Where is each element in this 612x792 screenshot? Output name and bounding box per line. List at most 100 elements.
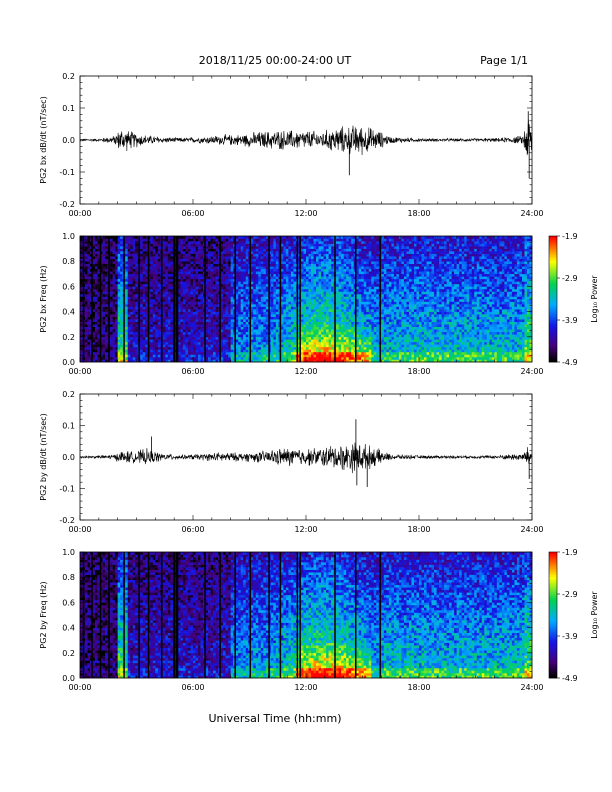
- spectrogram-cell: [265, 268, 269, 272]
- spectrogram-cell: [306, 273, 309, 277]
- spectrogram-cell: [150, 314, 154, 317]
- spectrogram-cell: [155, 248, 159, 252]
- spectrogram-cell: [182, 266, 186, 270]
- spectrogram-cell: [182, 344, 186, 348]
- spectrogram-cell: [280, 301, 284, 305]
- spectrogram-cell: [253, 276, 257, 280]
- spectrogram-cell: [150, 351, 154, 355]
- spectrogram-cell: [285, 324, 289, 328]
- spectrogram-cell: [187, 261, 191, 265]
- spectrogram-cell: [240, 339, 244, 343]
- spectrogram-cell: [85, 299, 88, 302]
- spectrogram-cell: [190, 329, 194, 333]
- spectrogram-cell: [130, 251, 134, 254]
- spectrogram-cell: [258, 349, 262, 353]
- spectrogram-cell: [140, 324, 144, 328]
- spectrogram-cell: [311, 359, 314, 363]
- spectrogram-cell: [283, 246, 287, 249]
- spectrogram-cell: [223, 236, 226, 239]
- spectrogram-cell: [170, 278, 174, 282]
- spectrogram-cell: [308, 346, 312, 350]
- spectrogram-cell: [220, 268, 224, 272]
- spectrogram-cell: [275, 351, 279, 355]
- spectrogram-cell: [145, 261, 149, 265]
- spectrogram-cell: [243, 286, 247, 290]
- spectrogram-cell: [102, 261, 106, 265]
- spectrogram-cell: [92, 354, 96, 358]
- spectrogram-cell: [200, 278, 204, 282]
- spectrogram-cell: [177, 263, 181, 267]
- spectrogram-cell: [323, 276, 327, 280]
- spectrogram-cell: [230, 293, 234, 297]
- spectrogram-cell: [85, 273, 88, 277]
- spectrogram-cell: [157, 321, 161, 325]
- spectrogram-cell: [170, 324, 174, 328]
- spectrogram-cell: [243, 339, 247, 343]
- spectrogram-cell: [285, 329, 289, 333]
- spectrogram-cell: [177, 311, 181, 315]
- spectrogram-cell: [306, 359, 309, 363]
- spectrogram-cell: [167, 309, 171, 312]
- spectrogram-cell: [95, 346, 98, 350]
- spectrogram-cell: [195, 341, 199, 345]
- spectrogram-cell: [85, 346, 88, 350]
- spectrogram-cell: [250, 278, 254, 282]
- spectrogram-cell: [115, 276, 118, 280]
- spectrogram-cell: [115, 263, 118, 267]
- spectrogram-cell: [225, 266, 229, 270]
- spectrogram-cell: [80, 268, 83, 272]
- spectrogram-cell: [313, 258, 317, 262]
- spectrogram-cell: [220, 299, 224, 302]
- spectrogram-cell: [313, 319, 317, 322]
- spectrogram-cell: [290, 273, 294, 277]
- spectrogram-cell: [130, 299, 134, 302]
- spectrogram-cell: [311, 251, 314, 254]
- spectrogram-cell: [145, 346, 149, 350]
- spectrogram-cell: [263, 311, 267, 315]
- spectrogram-cell: [311, 283, 314, 287]
- spectrogram-cell: [230, 286, 234, 290]
- spectrogram-cell: [177, 281, 181, 285]
- spectrogram-cell: [318, 248, 322, 252]
- spectrogram-cell: [110, 306, 113, 310]
- spectrogram-cell: [142, 326, 146, 330]
- spectrogram-cell: [165, 236, 169, 239]
- spectrogram-cell: [318, 329, 322, 333]
- spectrogram-cell: [255, 344, 259, 348]
- spectrogram-cell: [142, 299, 146, 302]
- spectrogram-cell: [275, 341, 279, 345]
- spectrogram-cell: [135, 291, 139, 295]
- spectrogram-cell: [177, 319, 181, 322]
- spectrogram-cell: [205, 339, 209, 343]
- spectrogram-cell: [303, 321, 307, 325]
- spectrogram-cell: [115, 281, 118, 285]
- spectrogram-cell: [311, 296, 314, 300]
- spectrogram-cell: [243, 304, 247, 307]
- spectrogram-cell: [125, 329, 129, 333]
- spectrogram-cell: [293, 349, 297, 353]
- spectrogram-cell: [253, 304, 257, 307]
- spectrogram-cell: [85, 256, 88, 259]
- spectrogram-cell: [95, 311, 98, 315]
- spectrogram-cell: [95, 238, 98, 242]
- spectrogram-cell: [85, 293, 88, 297]
- spectrogram-cell: [180, 271, 184, 275]
- spectrogram-cell: [293, 309, 297, 312]
- spectrogram-cell: [273, 359, 277, 363]
- spectrogram-cell: [80, 324, 83, 328]
- spectrogram-cell: [130, 293, 134, 297]
- spectrogram-cell: [165, 354, 169, 358]
- spectrogram-cell: [127, 331, 131, 335]
- spectrogram-cell: [243, 321, 247, 325]
- spectrogram-cell: [270, 268, 274, 272]
- spectrogram-cell: [321, 299, 324, 302]
- spectrogram-cell: [140, 256, 144, 259]
- spectrogram-cell: [190, 288, 194, 292]
- spectrogram-cell: [243, 243, 247, 247]
- spectrogram-cell: [105, 246, 108, 249]
- spectrogram-cell: [100, 271, 103, 275]
- spectrogram-cell: [165, 278, 169, 282]
- spectrogram-cell: [140, 349, 144, 353]
- spectrogram-cell: [92, 281, 96, 285]
- spectrogram-cell: [170, 286, 174, 290]
